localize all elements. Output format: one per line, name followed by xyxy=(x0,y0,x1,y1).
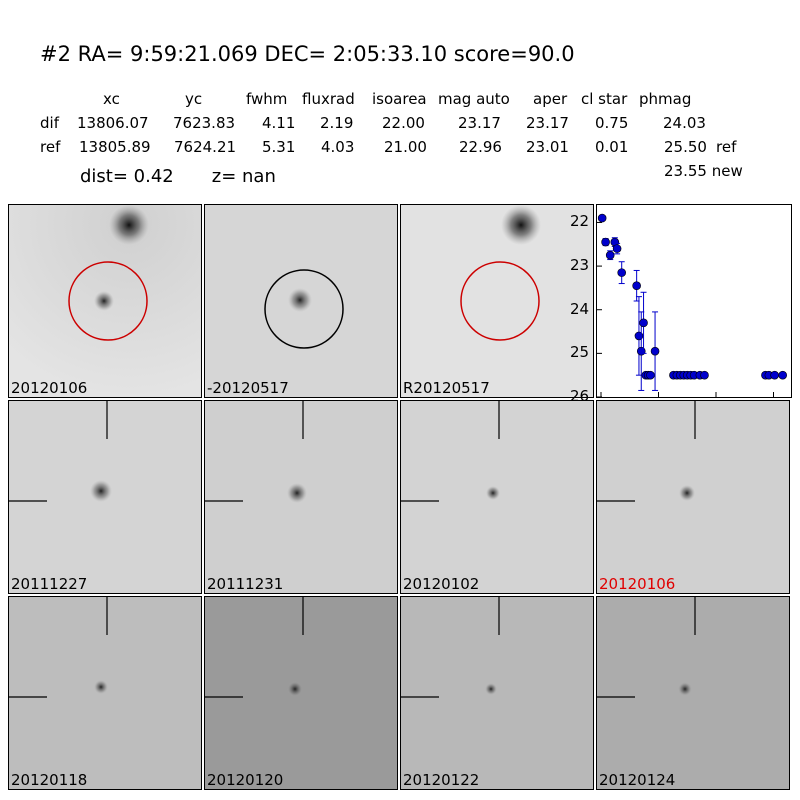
stamp-label: 20111231 xyxy=(207,575,284,593)
stamp-image xyxy=(597,597,696,698)
data-point xyxy=(597,213,607,223)
stamp-top-1: -20120517 xyxy=(204,204,398,398)
data-point xyxy=(632,281,641,291)
stamp-grid-2: 20120102 xyxy=(400,400,594,594)
ref-mag-auto: 22.96 xyxy=(459,138,502,156)
ref-fluxrad: 4.03 xyxy=(321,138,355,156)
stamp-image xyxy=(288,288,312,312)
ref-suffix: ref xyxy=(716,138,737,156)
col-header-fwhm: fwhm xyxy=(246,90,288,108)
stamp-image xyxy=(401,401,500,502)
stamp-image xyxy=(597,401,696,502)
stamp-image xyxy=(205,597,304,698)
stamp-image xyxy=(9,205,201,397)
stamp-grid-3: 20120106 xyxy=(596,400,790,594)
data-point xyxy=(778,370,787,380)
stamp-label: 20120122 xyxy=(403,771,480,789)
data-point xyxy=(700,370,709,380)
ref-fwhm: 5.31 xyxy=(262,138,296,156)
col-header-yc: yc xyxy=(185,90,203,108)
dif-yc: 7623.83 xyxy=(173,114,236,132)
stamp-image xyxy=(501,205,541,245)
ref-cl-star: 0.01 xyxy=(595,138,629,156)
row-label-dif: dif xyxy=(40,114,59,132)
dif-isoarea: 22.00 xyxy=(382,114,425,132)
new-mag-readout: 23.55 new xyxy=(664,162,743,180)
ref-isoarea: 21.00 xyxy=(384,138,427,156)
data-point xyxy=(617,268,627,277)
col-header-aper: aper xyxy=(533,90,568,108)
data-point xyxy=(646,370,655,380)
col-header-cl-star: cl star xyxy=(581,90,628,108)
col-header-mag-auto: mag auto xyxy=(438,90,510,108)
dif-fluxrad: 2.19 xyxy=(320,114,354,132)
ref-aper: 23.01 xyxy=(526,138,569,156)
dif-cl-star: 0.75 xyxy=(595,114,629,132)
stamp-grid-1: 20111231 xyxy=(204,400,398,594)
col-header-phmag: phmag xyxy=(639,90,692,108)
stamp-grid-4: 20120118 xyxy=(8,596,202,790)
data-point xyxy=(650,346,660,356)
stamp-label: -20120517 xyxy=(207,379,289,397)
dist-text: dist= 0.42 xyxy=(80,166,174,187)
light-curve-svg xyxy=(597,213,787,398)
ref-yc: 7624.21 xyxy=(174,138,237,156)
dif-mag-auto: 23.17 xyxy=(458,114,501,132)
stamp-grid-0: 20111227 xyxy=(8,400,202,594)
dist-readout: dist= 0.42 z= nan xyxy=(80,166,276,187)
dif-phmag: 24.03 xyxy=(663,114,706,132)
col-header-isoarea: isoarea xyxy=(372,90,427,108)
stamp-label: 20120120 xyxy=(207,771,284,789)
stamp-label: 20120106 xyxy=(11,379,88,397)
data-point xyxy=(605,250,615,260)
ref-phmag: 25.50 xyxy=(664,138,707,156)
stamp-label: 20111227 xyxy=(11,575,88,593)
y-tick-label: 25 xyxy=(570,343,590,362)
stamp-image xyxy=(9,597,108,698)
data-point xyxy=(770,370,779,380)
z-text: z= nan xyxy=(211,166,276,187)
col-header-xc: xc xyxy=(103,90,120,108)
stamp-image xyxy=(205,401,307,503)
stamp-top-2: R20120517 xyxy=(400,204,594,398)
col-header-fluxrad: fluxrad xyxy=(302,90,355,108)
row-label-ref: ref xyxy=(40,138,61,156)
y-tick-label: 23 xyxy=(570,256,590,275)
stamp-label: R20120517 xyxy=(403,379,490,397)
dif-aper: 23.17 xyxy=(526,114,569,132)
aperture-circle xyxy=(264,269,344,349)
stamp-label: 20120124 xyxy=(599,771,676,789)
y-tick-label: 24 xyxy=(570,299,590,318)
data-point xyxy=(612,244,622,253)
stamp-image xyxy=(401,597,500,698)
stamp-label: 20120102 xyxy=(403,575,480,593)
stamp-grid-5: 20120120 xyxy=(204,596,398,790)
aperture-circle xyxy=(460,261,540,341)
stamp-label: 20120118 xyxy=(11,771,88,789)
stamp-image xyxy=(9,401,112,502)
y-tick-label: 22 xyxy=(570,212,590,231)
stamp-top-0: 20120106 xyxy=(8,204,202,398)
dif-fwhm: 4.11 xyxy=(262,114,296,132)
stamp-grid-7: 20120124 xyxy=(596,596,790,790)
light-curve-plot xyxy=(596,204,792,398)
ref-xc: 13805.89 xyxy=(79,138,151,156)
page-title: #2 RA= 9:59:21.069 DEC= 2:05:33.10 score… xyxy=(40,42,575,66)
stamp-label: 20120106 xyxy=(599,575,676,593)
stamp-grid-6: 20120122 xyxy=(400,596,594,790)
data-point xyxy=(639,318,648,328)
dif-xc: 13806.07 xyxy=(77,114,149,132)
data-point xyxy=(601,237,610,247)
aperture-circle xyxy=(68,261,148,341)
